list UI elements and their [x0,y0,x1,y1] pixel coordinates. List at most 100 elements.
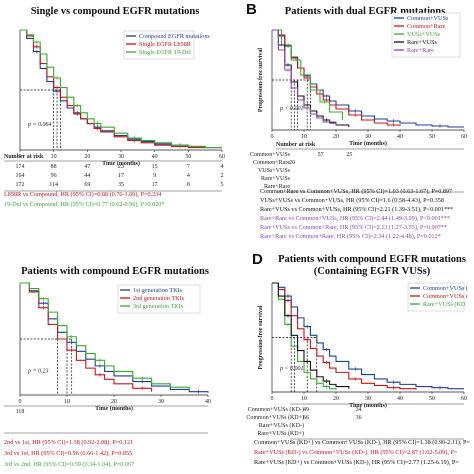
x-tick-label: 10 [301,396,307,402]
x-tick-label: 40 [205,399,211,405]
chart-title: Patients with compound EGFR mutations [278,254,466,265]
risk-cell: 15 [152,164,158,170]
p-value: p = 0.064 [27,121,52,128]
x-tick-label: 50 [185,154,191,160]
x-tick-label: 30 [365,396,371,402]
risk-cell: 4 [221,164,224,170]
risk-cell: 8 [187,182,190,188]
legend-label: Rare+Rare [407,47,434,54]
risk-cell: 57 [318,152,324,158]
legend-label: Rare+VUSs [407,39,438,46]
km-curve-2 [20,282,190,390]
legend-box [117,284,201,314]
risk-cell: 44 [84,173,90,179]
x-tick-label: 30 [365,134,371,140]
hazard-ratio-text: Rare+VUSs vs Common+Rare, HR (95% CI)=2.… [260,224,447,231]
risk-cell: 23 [118,164,124,170]
x-tick-label: 20 [84,154,90,160]
risk-row-label: Rare+VUSs (KD-) [259,422,304,429]
x-tick-label: 0 [19,154,22,160]
risk-row-label: Rare+VUSs (KD+) [257,430,304,437]
legend-label: Rare+VUSs (KD [423,301,466,308]
chart-title: Patients with compound EGFR mutations [21,266,209,277]
legend-label: 3rd generation TKIs [133,303,184,310]
km-curve-1 [272,282,417,390]
p-value: p < 0.001 [279,106,304,112]
hazard-ratio-text: Rare+VUSs (KD+) vs Common+VUSs (KD-), HR… [254,459,459,466]
x-axis-label: Time (months) [95,405,133,412]
hazard-ratio-text: 19-Del vs Compound, HR (95% CI)=0.77 (0.… [4,201,164,208]
risk-row-label: VUSs+VUSs [258,168,291,174]
hazard-ratio-text: Common+VUSs (KD+) vs Common+VUSs (KD-), … [254,439,470,446]
risk-row-label: Rare+Rare [264,184,290,190]
risk-cell: 88 [51,164,57,170]
hazard-ratio-text: L858R vs Compound, HR (95% CI)=0.88 (0.7… [4,191,161,198]
risk-cell: 17 [152,182,158,188]
km-curve-3 [272,282,350,389]
risk-cell: 9 [153,173,156,179]
risk-cell: 34 [356,407,362,413]
hazard-ratio-text: Rare+VUSs (KD-) vs Common+VUSs (KD-), HR… [254,449,458,456]
risk-row-label: Common+Rare [253,160,290,166]
km-curve-2 [20,29,222,149]
legend-label: 2nd generation TKIs [133,295,185,302]
legend-box [391,12,461,58]
km-curve-1 [20,282,153,392]
x-tick-label: 40 [397,396,403,402]
km-curve-1 [20,29,206,149]
km-curve-4 [272,29,337,125]
risk-cell: 69 [84,182,90,188]
x-tick-label: 0 [271,134,274,140]
risk-cell: 7 [187,164,190,170]
risk-cell: 47 [84,164,90,170]
x-tick-label: 40 [152,154,158,160]
legend-label: 1st generation TKIs [133,287,183,294]
risk-cell: 96 [51,173,57,179]
risk-cell: 36 [356,415,362,421]
x-tick-label: 20 [333,134,339,140]
risk-cell: 17 [118,173,124,179]
x-tick-label: 30 [158,399,164,405]
risk-row-label: Rare+VUSs [261,176,291,182]
legend-label: VUSs+VUSs [407,31,441,38]
risk-cell: 172 [16,182,25,188]
x-axis-label: Time (months) [102,160,140,167]
x-axis-label: Time (months) [349,402,387,409]
legend-label: Single EGFR L858R [139,41,192,48]
hazard-ratio-text: Rare+VUSs vs Common+VUSs, HR (95% CI)=2.… [260,206,453,213]
y-axis-label: Progression-free survival [258,48,264,112]
km-curve-0 [272,29,464,128]
panel-C: Patients with compound EGFR mutations 0 10… [4,266,211,468]
x-tick-label: 20 [333,396,339,402]
hazard-ratio-text: VUSs+VUSs vs Common+VUSs, HR (95% CI)=1.… [260,197,444,204]
chart-title: Patients with dual EGFR mutations [285,6,445,17]
risk-cell: 66 [303,415,309,421]
risk-cell: 174 [16,164,25,170]
panel-A: Single vs compound EGFR mutations 0 10 20 30… [4,6,225,208]
legend-label: Compound EGFR mutations [139,33,210,40]
hazard-ratio-text: 2nd vs 1st, HR (95% CI)=1.38 (0.92-2.08)… [4,439,133,446]
risk-table-header: Number at risk [4,154,44,160]
legend-label: Common+Rare [407,23,445,30]
legend-label: Common+VUSs [407,15,449,22]
x-axis-label: Time (months) [349,140,387,147]
x-tick-label: 40 [397,134,403,140]
x-tick-label: 10 [301,134,307,140]
panel-letter: B [246,1,257,18]
x-tick-label: 20 [111,399,117,405]
chart-title: Single vs compound EGFR mutations [31,6,200,17]
risk-row-label: Common+VUSs (KD-) [248,406,304,413]
legend-label: Common+VUSs ( [423,293,468,300]
x-tick-label: 10 [64,399,70,405]
risk-cell: 5 [221,182,224,188]
risk-cell: 25 [346,152,352,158]
hazard-ratio-text: Rare+Rare vs Common+Rare, HR (95% CI)=2.… [260,233,441,240]
x-tick-label: 50 [429,396,435,402]
x-tick-label: 50 [429,134,435,140]
km-curve-0 [272,282,464,390]
x-tick-label: 60 [219,154,225,160]
legend-label: Single EGFR 19-Del [139,49,191,56]
risk-cell: 49 [303,407,309,413]
x-tick-label: 10 [51,154,57,160]
